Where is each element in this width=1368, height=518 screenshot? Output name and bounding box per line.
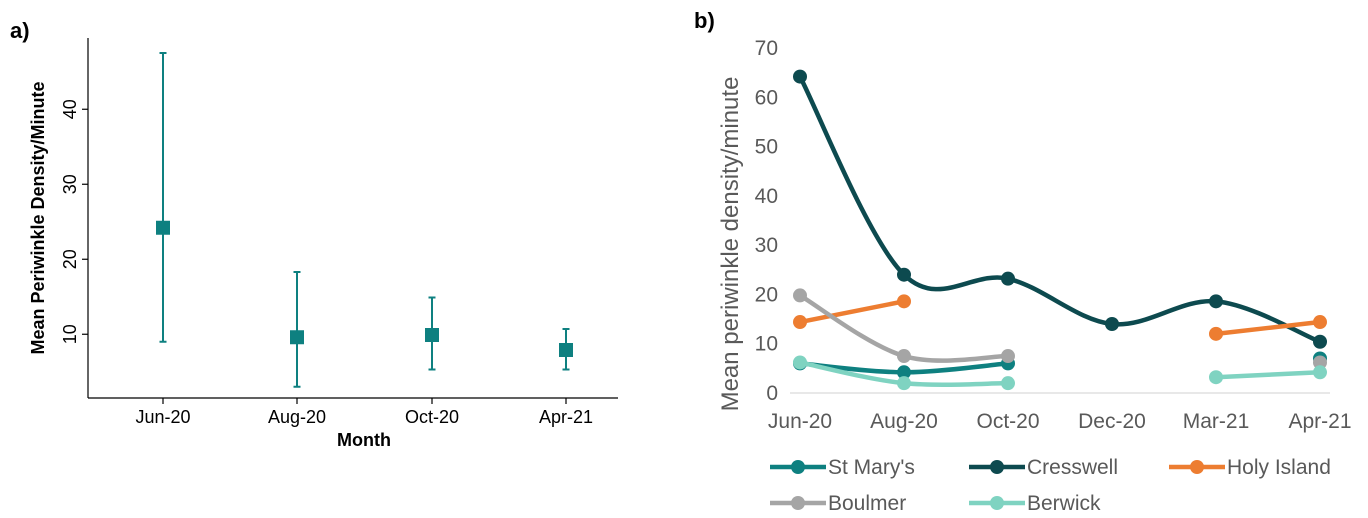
panel-a-point-marker (425, 328, 439, 342)
panel-a-x-ticks: Jun-20 Aug-20 Oct-20 Apr-21 (135, 398, 593, 427)
panel-b-x-tick-label: Dec-20 (1078, 410, 1146, 433)
panel-b-y-ticks: 0 10 20 30 40 50 60 70 (755, 37, 778, 405)
panel-b-y-tick-label: 40 (755, 185, 778, 208)
panel-b-x-ticks: Jun-20 Aug-20 Oct-20 Dec-20 Mar-21 Apr-21 (768, 410, 1352, 433)
panel-b-point-cresswell (897, 267, 911, 282)
panel-a-point-marker (559, 343, 573, 357)
panel-a-point-marker (156, 220, 170, 235)
panel-a-y-tick-label: 20 (60, 249, 80, 269)
panel-b-y-tick-label: 20 (755, 283, 778, 306)
panel-b-line-berwick (1213, 370, 1323, 380)
panel-a-x-axis-title: Month (337, 430, 391, 450)
panel-b-point-holy-island (1313, 315, 1327, 330)
panel-b-line-holy-island (1213, 319, 1323, 337)
panel-b-y-tick-label: 50 (755, 136, 778, 159)
panel-b-point-boulmer (897, 349, 911, 364)
panel-b-legend-marker-holy-island (1190, 460, 1204, 474)
panel-b-point-st-mary-s (897, 365, 911, 380)
panel-a-y-tick-label: 10 (60, 324, 80, 344)
panel-b-line-cresswell (797, 74, 1323, 344)
panel-b-legend-marker-boulmer (791, 496, 805, 510)
panel-a-x-tick-label: Jun-20 (135, 407, 190, 427)
panel-b-y-tick-label: 30 (755, 234, 778, 257)
panel-b-series-berwick (793, 355, 1327, 391)
panel-b-x-tick-label: Apr-21 (1288, 410, 1351, 433)
panel-b-point-cresswell (1001, 271, 1015, 286)
panel-b-x-tick-label: Jun-20 (768, 410, 832, 433)
panel-b-series (793, 69, 1327, 391)
panel-b-legend-label-st-mary-s: St Mary's (828, 456, 915, 479)
panel-a-y-axis-title: Mean Periwinkle Density/Minute (28, 81, 48, 354)
panel-b-line-holy-island (797, 299, 907, 325)
panel-b-point-cresswell (1105, 317, 1119, 331)
panel-b-series-boulmer (793, 288, 1327, 370)
panel-b-point-boulmer (793, 288, 807, 303)
panel-b-legend-marker-cresswell (990, 460, 1004, 474)
panel-b-point-berwick (1001, 376, 1015, 391)
panel-b-y-tick-label: 70 (755, 37, 778, 60)
panel-b-point-berwick (897, 376, 911, 391)
panel-b-series-holy-island (793, 294, 1327, 341)
panel-b-y-tick-label: 10 (755, 333, 778, 356)
panel-b-legend: St Mary's Cresswell Holy Island Boulmer Berw… (770, 456, 1331, 515)
panel-b-x-tick-label: Aug-20 (870, 410, 938, 433)
panel-b-point-cresswell (1313, 334, 1327, 349)
panel-a-x-tick-label: Aug-20 (268, 407, 326, 427)
panel-b-y-tick-label: 60 (755, 86, 778, 109)
panel-b-point-berwick (793, 355, 807, 370)
panel-a-y-ticks: 10 20 30 40 (60, 99, 88, 344)
panel-a-x-tick-label: Apr-21 (539, 407, 593, 427)
panel-b-x-tick-label: Mar-21 (1183, 410, 1250, 433)
panel-b-point-holy-island (897, 294, 911, 309)
panel-a-y-tick-label: 40 (60, 99, 80, 119)
panel-a-label: a) (10, 18, 30, 43)
panel-a-chart: a) 10 20 30 40 Jun-20 Aug-20 Oct-20 Apr-21 Mon… (10, 18, 618, 450)
panel-b-legend-marker-berwick (990, 496, 1004, 510)
panel-b-point-holy-island (793, 315, 807, 330)
panel-b-legend-label-boulmer: Boulmer (828, 492, 906, 515)
panel-b-legend-label-berwick: Berwick (1027, 492, 1101, 515)
panel-b-y-tick-label: 0 (766, 382, 778, 405)
panel-a-marks (156, 52, 573, 388)
panel-b-point-berwick (1209, 370, 1223, 385)
panel-b-legend-label-holy-island: Holy Island (1227, 456, 1331, 479)
panel-b-point-boulmer (1313, 355, 1327, 370)
panel-b-point-boulmer (1001, 349, 1015, 364)
panel-b-y-axis-title: Mean periwinkle density/minute (717, 77, 744, 412)
panel-b-series-cresswell (793, 69, 1327, 349)
panel-b-point-cresswell (793, 69, 807, 84)
panel-a-x-tick-label: Oct-20 (405, 407, 459, 427)
panel-b-point-holy-island (1209, 326, 1223, 341)
panel-b-legend-marker-st-mary-s (791, 460, 805, 474)
panel-b-label: b) (694, 8, 715, 33)
panel-b-point-cresswell (1209, 294, 1223, 309)
panel-b-chart: b) 0 10 20 30 40 50 60 70 Jun-20 Aug-20 Oct-20 Dec… (694, 8, 1352, 515)
panel-a-point-marker (290, 330, 304, 345)
panel-b-x-tick-label: Oct-20 (976, 410, 1039, 433)
panel-a-y-tick-label: 30 (60, 174, 80, 194)
panel-b-point-berwick (1313, 365, 1327, 380)
panel-b-legend-label-cresswell: Cresswell (1027, 456, 1118, 479)
